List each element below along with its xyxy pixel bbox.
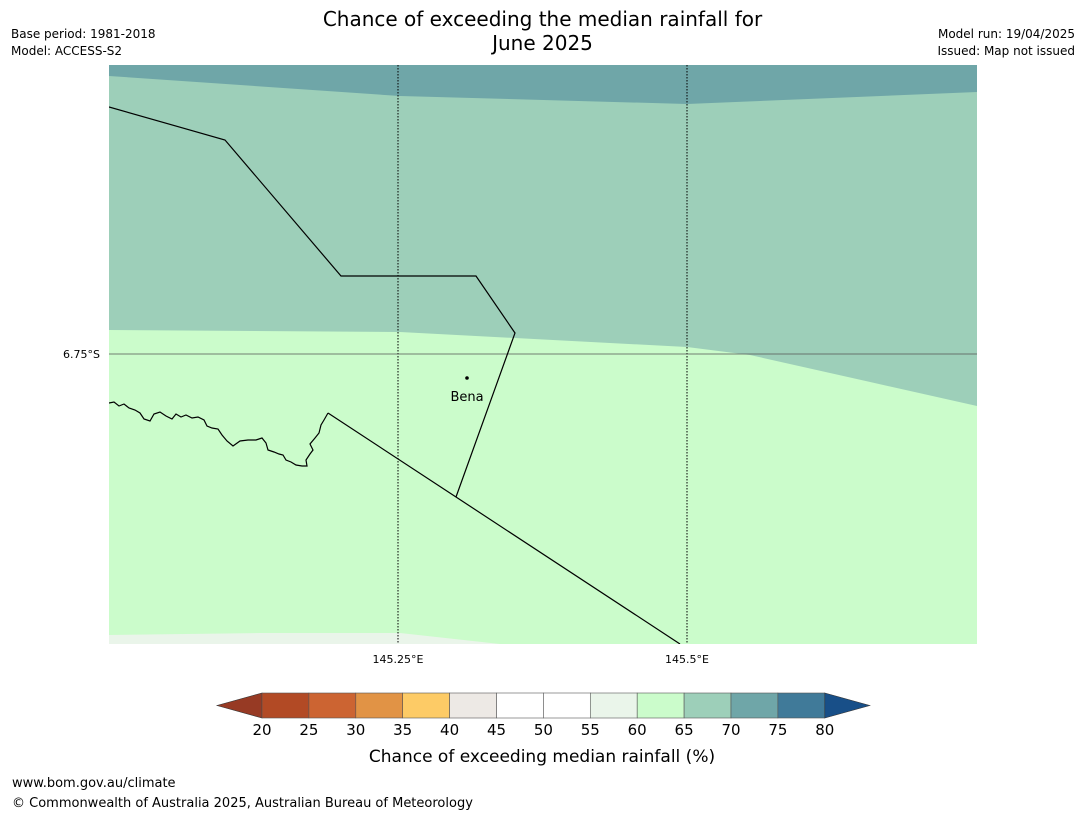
model-run-text: Model run: 19/04/2025: [937, 27, 1075, 41]
meta-right: Model run: 19/04/2025 Issued: Map not is…: [937, 26, 1075, 60]
colorbar-extend-low: [215, 692, 263, 719]
colorbar-segment: [402, 692, 450, 719]
title-line-2: June 2025: [492, 31, 593, 55]
colorbar-segment: [308, 692, 357, 719]
map-area: Bena: [109, 65, 977, 644]
base-period-text: Base period: 1981-2018: [11, 27, 156, 41]
footer-copyright: © Commonwealth of Australia 2025, Austra…: [12, 796, 473, 811]
colorbar-segment: [777, 692, 826, 719]
footer-url: www.bom.gov.au/climate: [12, 776, 176, 791]
district-boundary: [109, 106, 516, 498]
forecast-band-65-70: [109, 65, 977, 406]
colorbar-segment: [496, 692, 544, 719]
colorbar-segment: [683, 692, 732, 719]
colorbar-tick-label: 20: [252, 721, 271, 739]
colorbar-tick-label: 70: [721, 721, 740, 739]
coastline-inland-boundary: [109, 401, 329, 467]
colorbar-label: Chance of exceeding median rainfall (%): [369, 747, 715, 767]
colorbar-tick-label: 45: [487, 721, 506, 739]
colorbar-extend-high: [824, 692, 871, 719]
colorbar-tick-label: 65: [675, 721, 694, 739]
colorbar-tick-label: 80: [815, 721, 834, 739]
colorbar-segment: [589, 692, 638, 719]
colorbar-tick-label: 30: [346, 721, 365, 739]
meta-left: Base period: 1981-2018 Model: ACCESS-S2: [11, 26, 156, 60]
colorbar-tick-label: 60: [628, 721, 647, 739]
forecast-band-70-75: [109, 65, 977, 104]
colorbar-tick-label: 50: [534, 721, 553, 739]
model-text: Model: ACCESS-S2: [11, 44, 123, 58]
lon-tick-label-145-25: 145.25°E: [373, 653, 424, 666]
colorbar-tick-label: 75: [768, 721, 787, 739]
colorbar-tick-label: 55: [581, 721, 600, 739]
colorbar-segment: [449, 692, 497, 719]
colorbar-segment: [543, 692, 591, 719]
colorbar-tick-label: 40: [440, 721, 459, 739]
colorbar-segment: [730, 692, 779, 719]
lon-tick-label-145-5: 145.5°E: [665, 653, 709, 666]
colorbar-tick-label: 25: [299, 721, 318, 739]
issued-text: Issued: Map not issued: [937, 44, 1075, 58]
forecast-band-55-60: [109, 633, 500, 644]
title-line-1: Chance of exceeding the median rainfall …: [322, 7, 763, 31]
colorbar-segment: [355, 692, 403, 719]
lat-tick-label: 6.75°S: [63, 348, 100, 361]
colorbar-segment: [261, 692, 310, 719]
map-title: Chance of exceeding the median rainfall …: [0, 7, 1085, 55]
colorbar-segment: [636, 692, 685, 719]
colorbar-tick-label: 35: [393, 721, 412, 739]
colorbar: 20 25 30 35 40 45 50 55 60 65 70 75 80: [215, 692, 871, 739]
bena-label: Bena: [450, 390, 483, 405]
district-boundary-south: [327, 412, 681, 644]
bena-marker: [465, 376, 469, 380]
